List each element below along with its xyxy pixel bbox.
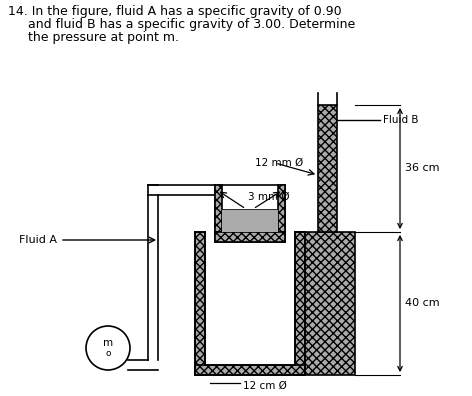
Bar — [222, 210, 278, 232]
Text: m: m — [103, 338, 113, 348]
Bar — [195, 232, 205, 375]
Bar — [318, 105, 337, 232]
Circle shape — [86, 326, 130, 370]
Bar — [215, 185, 222, 232]
Text: Fluid B: Fluid B — [383, 115, 419, 125]
Bar — [195, 365, 305, 375]
Bar — [295, 232, 305, 375]
Text: o: o — [105, 350, 111, 358]
Text: 40 cm: 40 cm — [405, 298, 439, 308]
Bar — [215, 232, 285, 242]
Text: 36 cm: 36 cm — [405, 163, 439, 173]
Text: and fluid B has a specific gravity of 3.00. Determine: and fluid B has a specific gravity of 3.… — [8, 18, 355, 31]
Text: 14. In the figure, fluid A has a specific gravity of 0.90: 14. In the figure, fluid A has a specifi… — [8, 5, 342, 18]
Bar — [300, 232, 355, 375]
Text: 12 cm Ø: 12 cm Ø — [243, 381, 287, 391]
Text: the pressure at point m.: the pressure at point m. — [8, 31, 179, 44]
Text: 3 mm Ø: 3 mm Ø — [248, 192, 290, 202]
Bar — [278, 185, 285, 232]
Text: 12 mm Ø: 12 mm Ø — [255, 158, 303, 168]
Text: Fluid A: Fluid A — [19, 235, 57, 245]
